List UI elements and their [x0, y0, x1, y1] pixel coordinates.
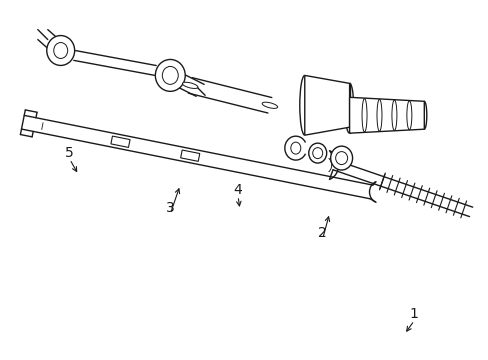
Text: 2: 2: [318, 226, 326, 240]
Ellipse shape: [262, 102, 277, 108]
Text: 3: 3: [165, 201, 174, 215]
Ellipse shape: [308, 143, 326, 163]
Ellipse shape: [312, 148, 322, 159]
Ellipse shape: [290, 142, 300, 154]
Ellipse shape: [47, 36, 75, 66]
Text: 1: 1: [409, 307, 418, 321]
Ellipse shape: [330, 146, 352, 170]
Polygon shape: [180, 150, 200, 161]
Ellipse shape: [335, 152, 347, 165]
Polygon shape: [349, 97, 424, 133]
Ellipse shape: [155, 59, 185, 91]
Text: 4: 4: [233, 183, 242, 197]
Ellipse shape: [162, 67, 178, 84]
Ellipse shape: [182, 82, 198, 89]
Polygon shape: [304, 75, 349, 135]
Ellipse shape: [54, 42, 67, 58]
Text: 5: 5: [65, 146, 74, 160]
Polygon shape: [111, 136, 130, 147]
